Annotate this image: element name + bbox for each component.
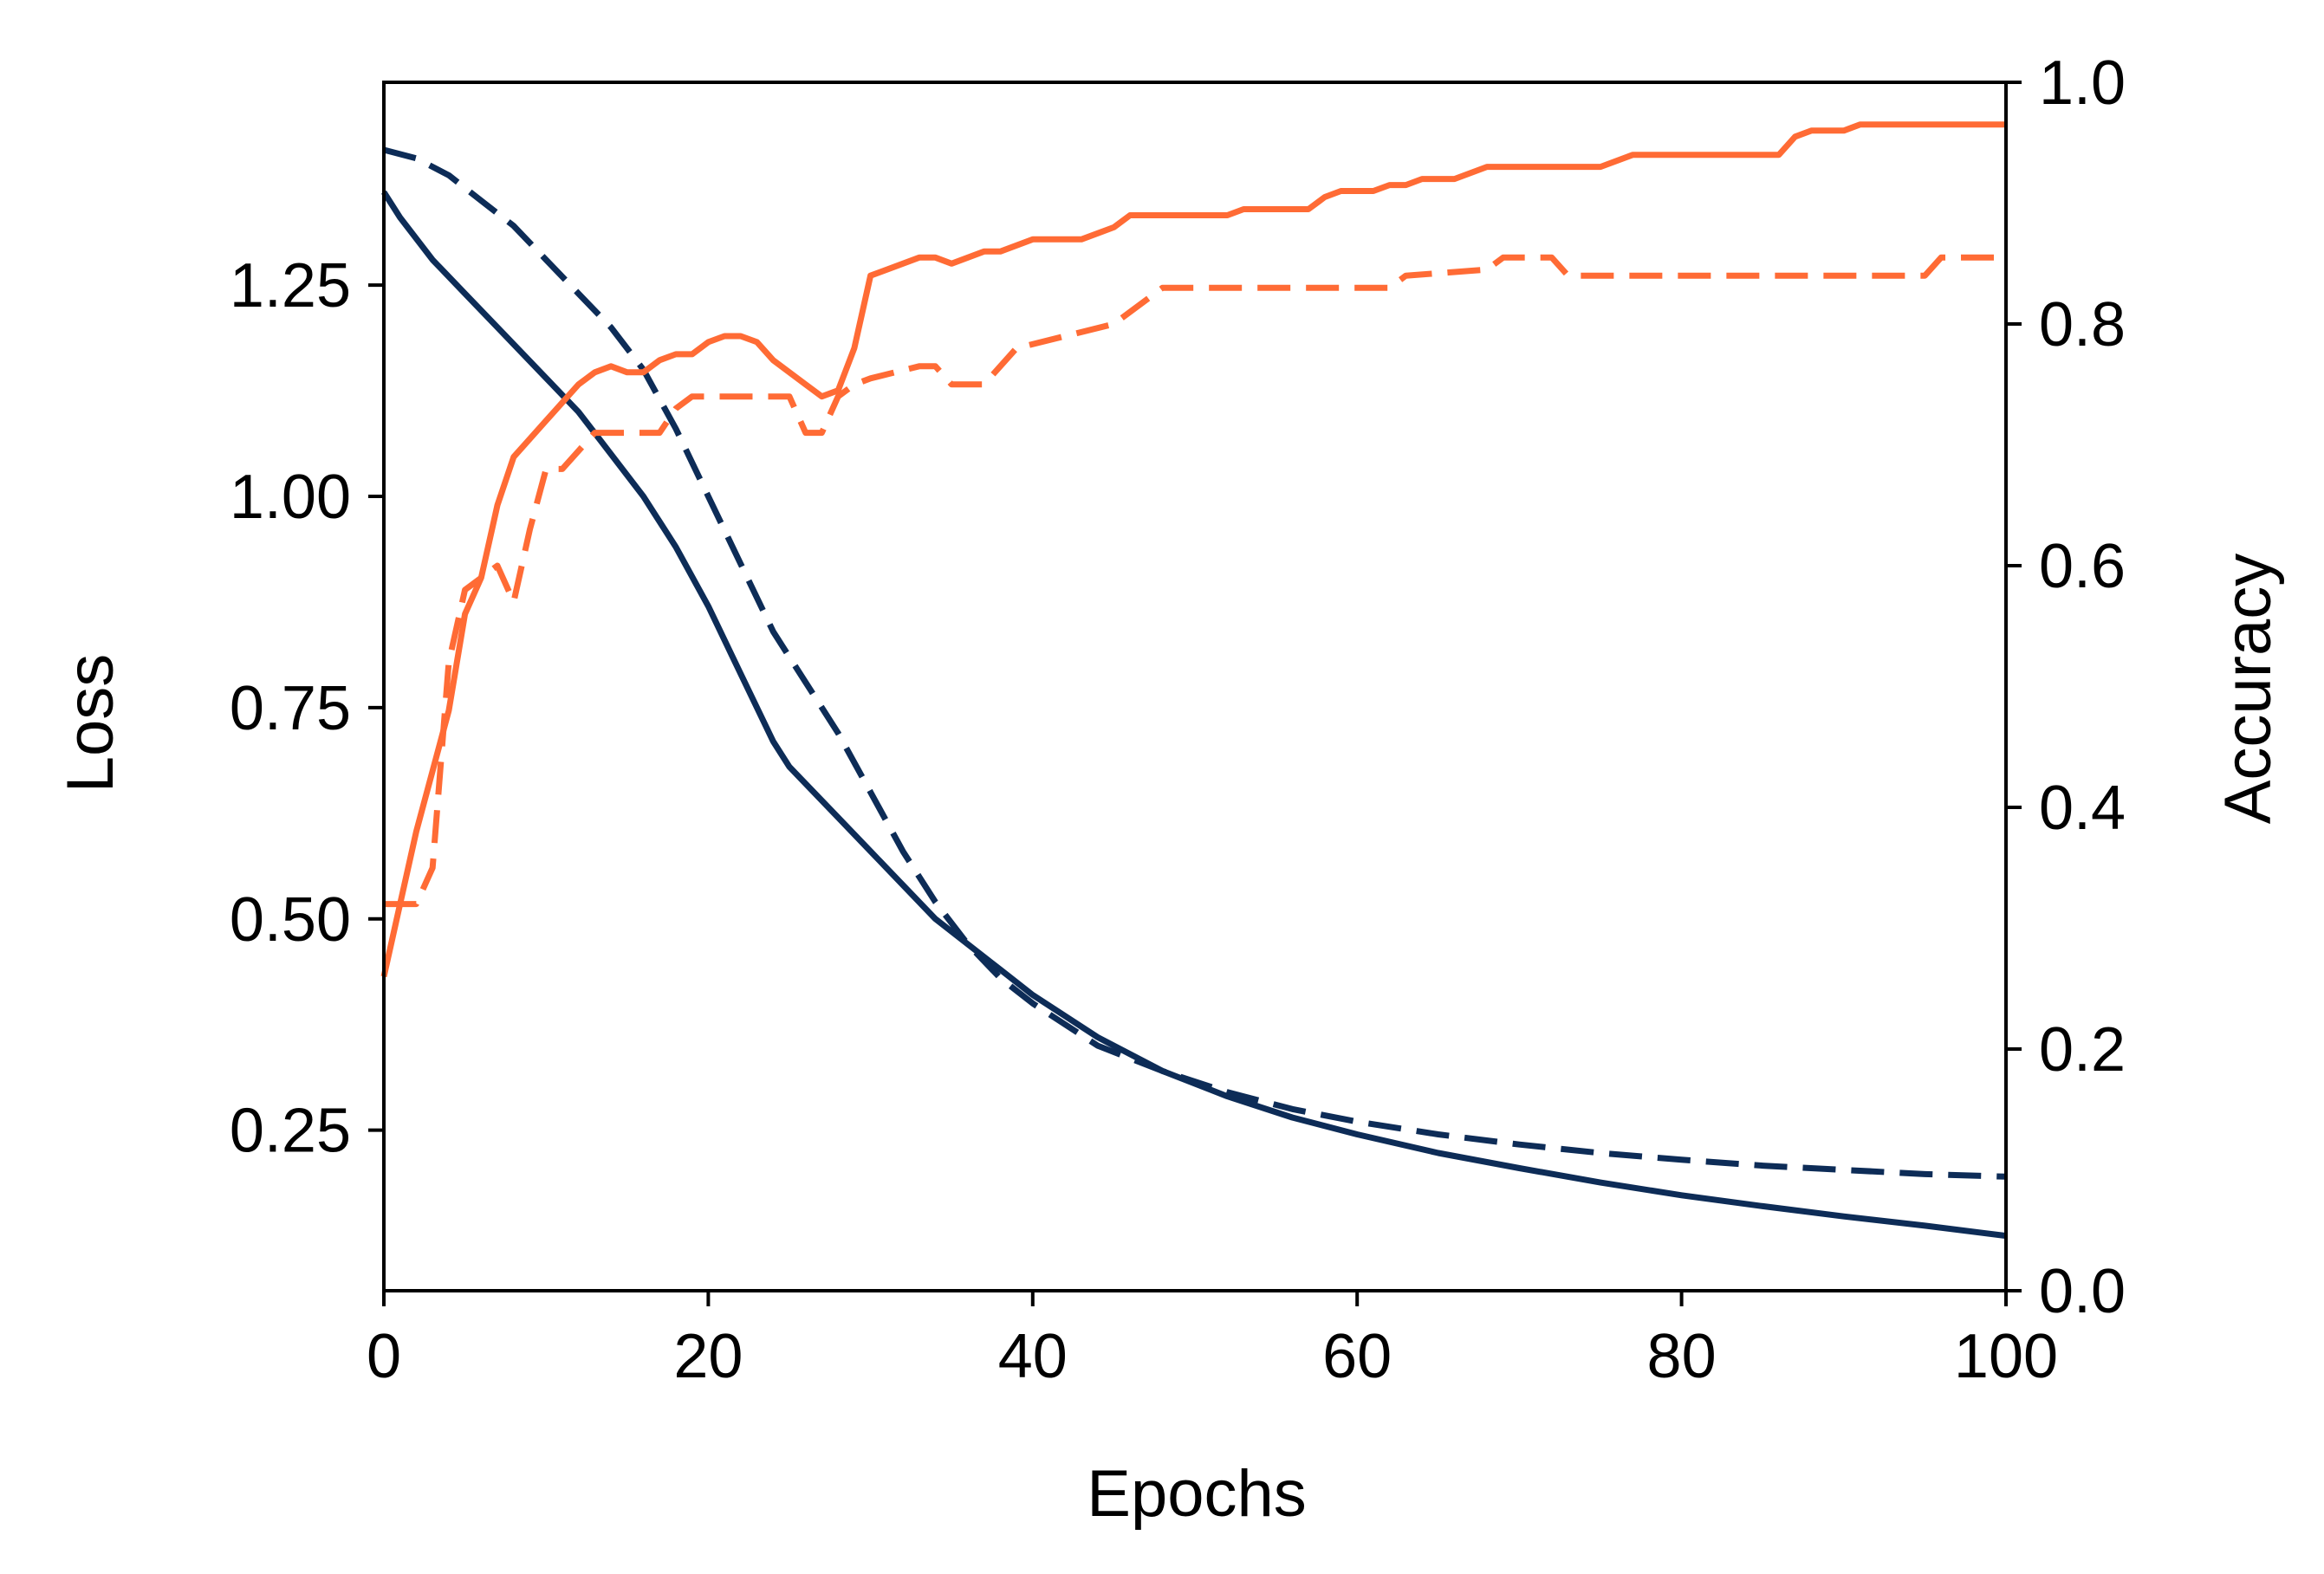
series-line-4 (384, 254, 2006, 908)
x-tick-label: 20 (673, 1322, 743, 1391)
y2-tick-label: 0.2 (2039, 1015, 2126, 1085)
y-tick-label: 0.25 (230, 1097, 351, 1166)
y2-tick-label: 1.0 (2039, 49, 2126, 118)
series-line-3 (380, 121, 2006, 978)
y-axis-right-title: Accuracy (2211, 554, 2285, 825)
y-axis-left-title: Loss (54, 654, 127, 793)
y-tick-label: 0.75 (230, 674, 351, 743)
x-axis-ticks: 0 20 40 60 80 100 (367, 1291, 2058, 1391)
plot-frame (382, 81, 2008, 1292)
y-axis-right-ticks: 0.0 0.2 0.4 0.6 0.8 1.0 (2006, 49, 2126, 1326)
x-tick-label: 0 (367, 1322, 401, 1391)
x-tick-label: 100 (1954, 1322, 2058, 1391)
x-axis-title: Epochs (1087, 1457, 1307, 1531)
y-axis-left-ticks: 0.25 0.50 0.75 1.00 1.25 (230, 251, 384, 1166)
y2-tick-label: 0.6 (2039, 532, 2126, 601)
x-tick-label: 60 (1322, 1322, 1392, 1391)
y2-tick-label: 0.8 (2039, 290, 2126, 359)
y2-tick-label: 0.4 (2039, 774, 2126, 843)
y-tick-label: 1.00 (230, 463, 351, 532)
x-tick-label: 40 (998, 1322, 1068, 1391)
y-tick-label: 1.25 (230, 251, 351, 321)
y-tick-label: 0.50 (230, 885, 351, 955)
y2-tick-label: 0.0 (2039, 1257, 2126, 1326)
plot-lines (380, 121, 2007, 1240)
series-line-2 (383, 146, 2007, 1180)
x-tick-label: 80 (1647, 1322, 1717, 1391)
